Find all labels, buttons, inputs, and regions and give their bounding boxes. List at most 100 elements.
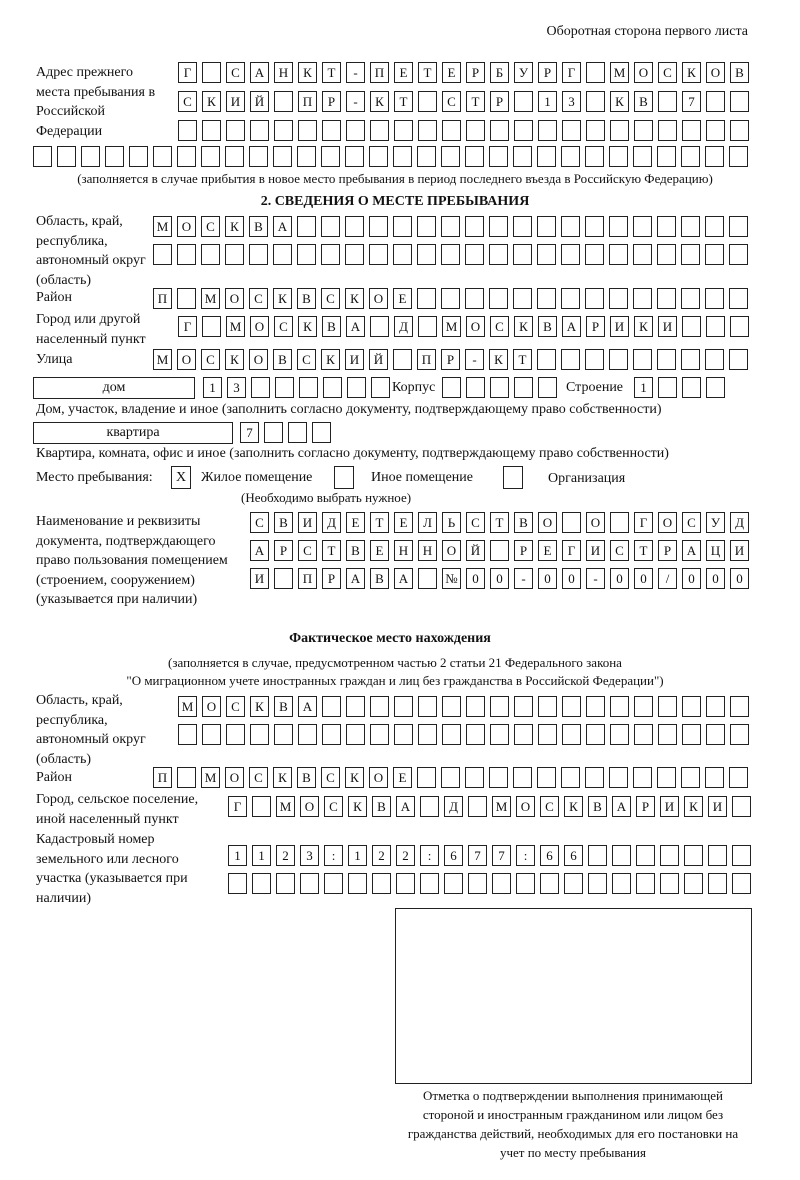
char-cell[interactable]: Е xyxy=(370,540,389,561)
char-cell[interactable] xyxy=(177,767,196,788)
char-cell[interactable]: И xyxy=(730,540,749,561)
char-cell[interactable]: О xyxy=(634,62,653,83)
char-cell[interactable] xyxy=(225,146,244,167)
char-cell[interactable] xyxy=(177,146,196,167)
char-cell[interactable] xyxy=(561,288,580,309)
char-cell[interactable]: Т xyxy=(466,91,485,112)
char-cell[interactable] xyxy=(513,216,532,237)
char-cell[interactable]: И xyxy=(610,316,629,337)
char-cell[interactable] xyxy=(706,377,725,398)
char-cell[interactable] xyxy=(586,120,605,141)
char-cell[interactable] xyxy=(441,288,460,309)
char-cell[interactable] xyxy=(250,120,269,141)
char-cell[interactable] xyxy=(682,724,701,745)
char-cell[interactable]: О xyxy=(177,216,196,237)
char-cell[interactable]: Т xyxy=(634,540,653,561)
char-cell[interactable]: М xyxy=(276,796,295,817)
char-cell[interactable] xyxy=(466,696,485,717)
char-cell[interactable] xyxy=(489,244,508,265)
char-cell[interactable] xyxy=(708,873,727,894)
option-other-premises-checkbox[interactable] xyxy=(334,466,354,489)
char-cell[interactable] xyxy=(513,767,532,788)
char-cell[interactable] xyxy=(658,696,677,717)
char-cell[interactable]: - xyxy=(514,568,533,589)
char-cell[interactable] xyxy=(321,216,340,237)
char-cell[interactable] xyxy=(441,146,460,167)
char-cell[interactable]: А xyxy=(346,316,365,337)
char-cell[interactable] xyxy=(442,377,461,398)
char-cell[interactable] xyxy=(418,724,437,745)
char-cell[interactable] xyxy=(250,724,269,745)
char-cell[interactable] xyxy=(561,244,580,265)
char-cell[interactable] xyxy=(634,696,653,717)
char-cell[interactable]: С xyxy=(321,288,340,309)
char-cell[interactable]: О xyxy=(249,349,268,370)
char-cell[interactable]: Д xyxy=(322,512,341,533)
char-cell[interactable] xyxy=(612,873,631,894)
char-cell[interactable] xyxy=(609,349,628,370)
char-cell[interactable]: С xyxy=(682,512,701,533)
char-cell[interactable] xyxy=(418,696,437,717)
char-cell[interactable]: К xyxy=(370,91,389,112)
char-cell[interactable]: С xyxy=(249,767,268,788)
char-cell[interactable] xyxy=(537,244,556,265)
char-cell[interactable] xyxy=(465,146,484,167)
char-cell[interactable] xyxy=(321,146,340,167)
char-cell[interactable] xyxy=(586,91,605,112)
char-cell[interactable] xyxy=(585,349,604,370)
char-cell[interactable]: И xyxy=(658,316,677,337)
char-cell[interactable] xyxy=(705,216,724,237)
char-cell[interactable] xyxy=(633,767,652,788)
char-cell[interactable] xyxy=(636,873,655,894)
char-cell[interactable] xyxy=(177,288,196,309)
char-cell[interactable] xyxy=(347,377,366,398)
char-cell[interactable]: В xyxy=(514,512,533,533)
char-cell[interactable] xyxy=(417,244,436,265)
char-cell[interactable] xyxy=(609,244,628,265)
char-cell[interactable] xyxy=(658,377,677,398)
char-cell[interactable]: 1 xyxy=(228,845,247,866)
char-cell[interactable]: С xyxy=(321,767,340,788)
char-cell[interactable] xyxy=(57,146,76,167)
char-cell[interactable] xyxy=(730,120,749,141)
char-cell[interactable]: Т xyxy=(322,540,341,561)
char-cell[interactable]: О xyxy=(538,512,557,533)
char-cell[interactable] xyxy=(81,146,100,167)
char-cell[interactable] xyxy=(562,724,581,745)
char-cell[interactable]: Н xyxy=(394,540,413,561)
char-cell[interactable] xyxy=(706,120,725,141)
char-cell[interactable] xyxy=(274,91,293,112)
char-cell[interactable]: / xyxy=(658,568,677,589)
char-cell[interactable] xyxy=(321,244,340,265)
char-cell[interactable] xyxy=(369,244,388,265)
char-cell[interactable]: Л xyxy=(418,512,437,533)
char-cell[interactable]: Г xyxy=(634,512,653,533)
char-cell[interactable]: Т xyxy=(370,512,389,533)
char-cell[interactable]: 7 xyxy=(492,845,511,866)
char-cell[interactable] xyxy=(274,724,293,745)
char-cell[interactable] xyxy=(105,146,124,167)
char-cell[interactable]: Т xyxy=(394,91,413,112)
char-cell[interactable]: С xyxy=(298,540,317,561)
char-cell[interactable]: В xyxy=(588,796,607,817)
char-cell[interactable]: Т xyxy=(418,62,437,83)
char-cell[interactable] xyxy=(178,120,197,141)
char-cell[interactable] xyxy=(396,873,415,894)
char-cell[interactable]: 7 xyxy=(468,845,487,866)
char-cell[interactable] xyxy=(682,696,701,717)
char-cell[interactable] xyxy=(636,845,655,866)
char-cell[interactable] xyxy=(513,146,532,167)
char-cell[interactable]: М xyxy=(153,216,172,237)
char-cell[interactable] xyxy=(298,724,317,745)
char-cell[interactable] xyxy=(537,349,556,370)
char-cell[interactable]: 6 xyxy=(444,845,463,866)
char-cell[interactable]: М xyxy=(442,316,461,337)
char-cell[interactable]: С xyxy=(610,540,629,561)
char-cell[interactable] xyxy=(225,244,244,265)
char-cell[interactable] xyxy=(564,873,583,894)
char-cell[interactable] xyxy=(562,120,581,141)
char-cell[interactable] xyxy=(540,873,559,894)
char-cell[interactable] xyxy=(466,120,485,141)
option-organization-checkbox[interactable] xyxy=(503,466,523,489)
char-cell[interactable]: 7 xyxy=(682,91,701,112)
